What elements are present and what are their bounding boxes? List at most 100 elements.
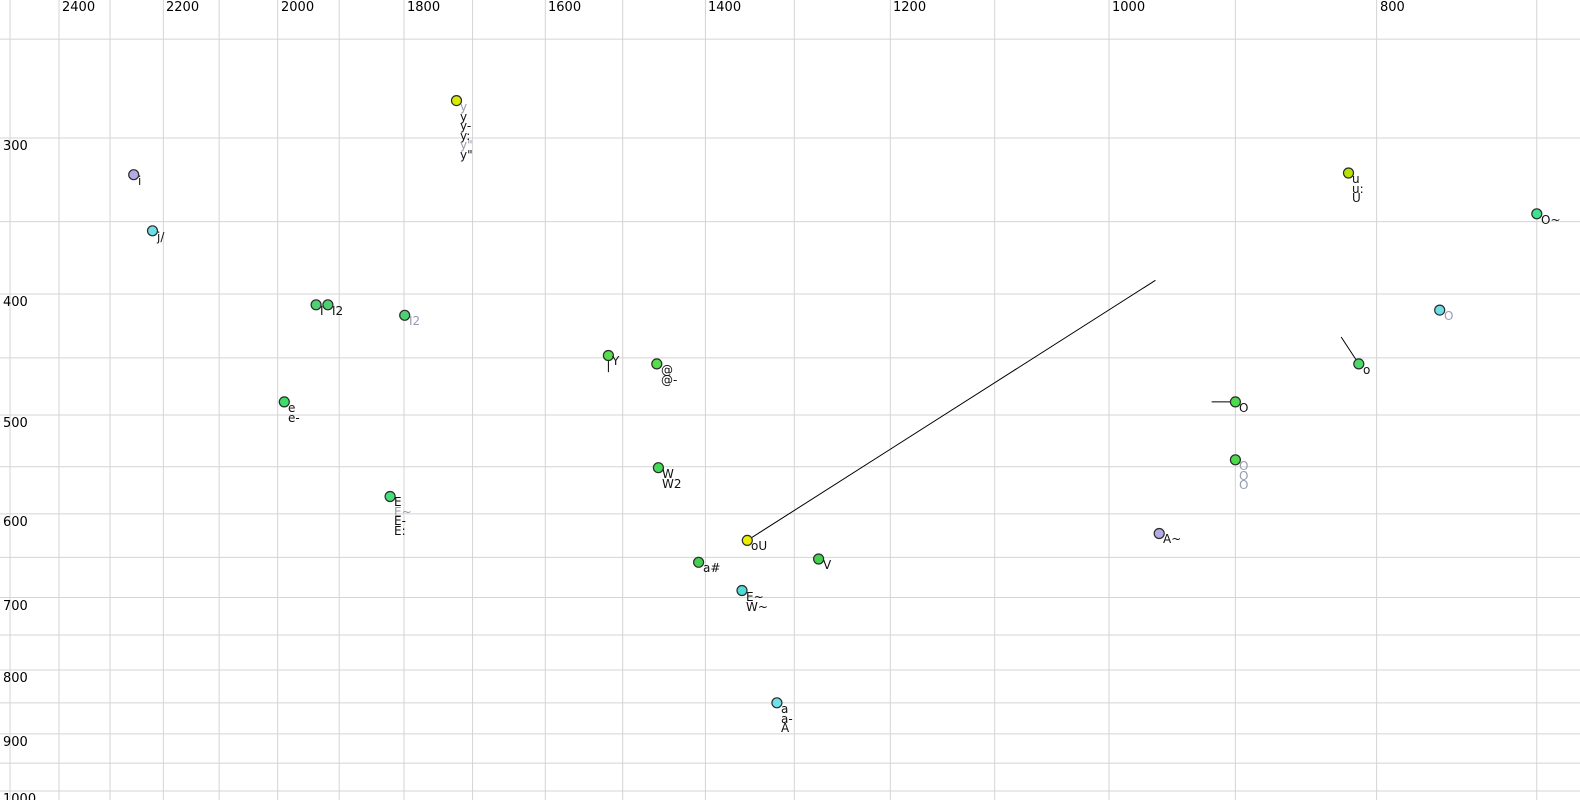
- point-label: y: [460, 109, 468, 124]
- x-tick-label: 2200: [166, 0, 200, 15]
- data-point-A~[interactable]: [1153, 527, 1165, 540]
- point-label: oU: [751, 539, 768, 553]
- point-label: y": [460, 147, 473, 162]
- x-tick-label: 2400: [62, 0, 96, 15]
- point-label: j/: [157, 230, 165, 244]
- point-label: u: [1352, 172, 1360, 186]
- point-label: e: [288, 401, 296, 415]
- point-label: A~: [1163, 532, 1182, 546]
- point-label-group-y: y y y-y: y" y": [460, 100, 473, 162]
- point-label: O: [1239, 401, 1249, 415]
- point-label-group-a#: a#: [703, 561, 721, 575]
- point-label: I2: [332, 304, 344, 318]
- data-point-a#[interactable]: [692, 556, 705, 568]
- point-label: a: [781, 702, 789, 716]
- point-label-group-I: I: [320, 304, 324, 318]
- point-label-group-A~: A~: [1163, 532, 1182, 546]
- trajectory-line: [747, 279, 1156, 541]
- point-label-group-oU: oU: [751, 539, 768, 553]
- y-tick-label: 700: [3, 599, 28, 614]
- data-point-V[interactable]: [812, 553, 825, 565]
- point-label: O: [1239, 478, 1249, 493]
- data-point-Y[interactable]: [602, 349, 615, 362]
- point-label-group-e: e e-: [288, 401, 300, 425]
- y-tick-label: 400: [3, 295, 28, 310]
- point-label: E:: [394, 523, 406, 538]
- point-label-group-W: W W2: [662, 468, 682, 491]
- point-label: I2: [409, 314, 421, 328]
- y-tick-label: 900: [3, 735, 28, 750]
- point-label: O: [1444, 309, 1454, 323]
- data-point-y[interactable]: [450, 94, 463, 107]
- point-label-group-E: E E~ E- E:: [394, 495, 412, 538]
- point-label: E: [394, 495, 402, 509]
- point-label: y": [460, 138, 473, 153]
- data-point-a[interactable]: [771, 697, 783, 709]
- data-point-j/[interactable]: [146, 225, 159, 237]
- point-label: E-: [394, 514, 406, 529]
- data-point-e[interactable]: [278, 396, 290, 408]
- data-point-E~[interactable]: [736, 584, 748, 597]
- point-label: W~: [746, 599, 768, 614]
- x-tick-label: 1200: [893, 0, 927, 15]
- point-label-group-O: O: [1239, 401, 1249, 415]
- point-label: E~: [394, 504, 412, 519]
- data-point-O[interactable]: [1229, 396, 1242, 408]
- point-label-group-V: V: [823, 558, 832, 572]
- y-tick-label: 600: [3, 515, 28, 530]
- data-point-oU[interactable]: [741, 534, 753, 547]
- point-label: i: [138, 174, 142, 188]
- x-tick-label: 1600: [548, 0, 582, 15]
- point-label-group-I2-alt: I2: [409, 314, 421, 328]
- point-label: O: [1239, 468, 1249, 483]
- point-label: W2: [662, 476, 682, 491]
- data-point-O~[interactable]: [1531, 208, 1543, 220]
- point-label-group-u: u u: U: [1352, 172, 1364, 204]
- point-label: o: [1363, 363, 1371, 377]
- data-point-I2-alt[interactable]: [399, 309, 411, 321]
- point-label-group-Y: Y: [612, 355, 619, 367]
- x-tick-label: 1800: [407, 0, 441, 15]
- point-label-group-j/: j/: [157, 230, 165, 244]
- data-point-u[interactable]: [1342, 167, 1355, 179]
- point-label: E~: [746, 590, 764, 604]
- point-label: a#: [703, 561, 721, 575]
- point-label: a-: [781, 711, 793, 726]
- point-label: V: [823, 558, 832, 572]
- data-point-W[interactable]: [652, 462, 665, 474]
- x-tick-label: 800: [1380, 0, 1405, 15]
- point-label-group-O~: O~: [1541, 213, 1561, 227]
- point-label: y: [460, 100, 468, 114]
- point-label: @-: [661, 372, 678, 387]
- data-point-I2[interactable]: [322, 299, 334, 311]
- data-point-O-stack[interactable]: [1229, 454, 1242, 466]
- data-point-I[interactable]: [310, 299, 322, 311]
- point-label-group-I2: I2: [332, 304, 344, 318]
- point-label: O~: [1541, 213, 1561, 227]
- x-tick-label: 1400: [708, 0, 742, 15]
- point-label-group-@: @ @-: [661, 364, 678, 387]
- y-tick-label: 1000: [3, 792, 37, 800]
- point-label-group-i: i: [138, 174, 142, 188]
- point-label: y:: [460, 128, 471, 143]
- point-label: u:: [1352, 181, 1364, 196]
- y-tick-label: 500: [3, 416, 28, 431]
- data-point-@[interactable]: [651, 358, 663, 370]
- data-point-E[interactable]: [384, 490, 396, 503]
- x-tick-label: 1000: [1112, 0, 1146, 15]
- data-point-i[interactable]: [128, 169, 140, 181]
- point-label: A: [781, 721, 790, 736]
- point-label-group-O-front: O: [1444, 309, 1454, 323]
- point-label-group-a: a a- A: [781, 702, 793, 736]
- data-point-o[interactable]: [1353, 358, 1365, 370]
- x-tick-label: 2000: [281, 0, 315, 15]
- point-label-group-E~: E~ W~: [746, 590, 768, 614]
- point-label: e-: [288, 410, 300, 425]
- point-label: I: [320, 304, 324, 318]
- point-label-group-o: o: [1363, 363, 1371, 377]
- y-tick-label: 300: [3, 139, 28, 154]
- data-point-O-front[interactable]: [1434, 304, 1446, 316]
